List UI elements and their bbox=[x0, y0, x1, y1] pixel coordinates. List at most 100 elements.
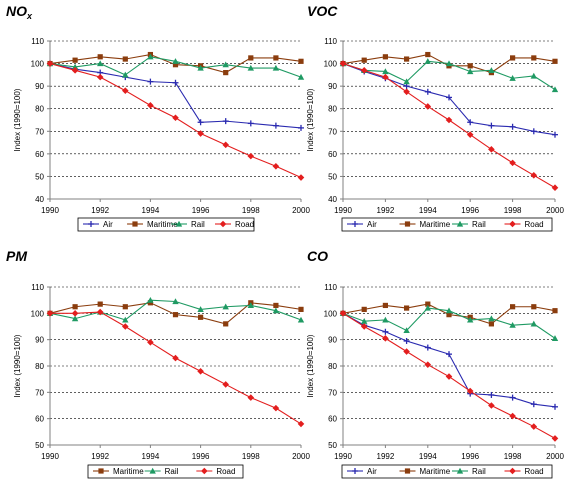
data-point bbox=[222, 118, 229, 125]
data-point bbox=[339, 60, 347, 67]
data-point bbox=[122, 304, 128, 310]
data-point bbox=[530, 401, 537, 408]
legend-label: Road bbox=[525, 467, 544, 476]
chart-panel-4: CO 50 60 70 80 90 100 110 1990 1992 1994 1996 1998 20… bbox=[306, 248, 564, 479]
data-point bbox=[222, 141, 229, 149]
data-point bbox=[147, 339, 154, 346]
data-point bbox=[361, 57, 367, 63]
chart-title: VOC bbox=[307, 3, 338, 19]
chart-title: PM bbox=[6, 248, 27, 264]
legend-marker bbox=[456, 467, 464, 474]
data-point bbox=[445, 307, 453, 314]
legend-marker bbox=[456, 220, 464, 227]
data-point bbox=[551, 184, 559, 192]
legend: Air Maritime Rail Road bbox=[341, 464, 553, 479]
legend: Maritime Rail Road bbox=[87, 464, 244, 479]
data-point bbox=[247, 394, 255, 401]
x-tick-label: 1996 bbox=[192, 452, 210, 461]
data-point bbox=[122, 71, 129, 78]
data-point bbox=[445, 373, 453, 380]
y-tick-label: 50 bbox=[35, 441, 44, 450]
legend-marker bbox=[98, 468, 104, 474]
data-point bbox=[147, 78, 154, 85]
legend-entry: Air bbox=[83, 220, 113, 229]
legend-label: Air bbox=[367, 220, 377, 229]
y-tick-label: 80 bbox=[35, 105, 44, 114]
data-point bbox=[446, 312, 452, 318]
data-point bbox=[71, 315, 79, 322]
data-point bbox=[509, 123, 516, 130]
data-point bbox=[172, 114, 179, 122]
x-tick-label: 1990 bbox=[334, 206, 352, 215]
legend-marker bbox=[404, 468, 411, 474]
data-point bbox=[96, 73, 104, 81]
legend-entry: Rail bbox=[452, 467, 486, 476]
data-point bbox=[46, 60, 54, 67]
legend-marker bbox=[88, 221, 94, 227]
y-tick-label: 60 bbox=[328, 150, 337, 159]
x-tick-label: 1998 bbox=[504, 452, 522, 461]
y-tick-label: 80 bbox=[328, 105, 337, 114]
data-point bbox=[488, 146, 495, 153]
y-tick-label: 70 bbox=[328, 127, 337, 136]
series-road bbox=[339, 310, 559, 442]
data-point bbox=[272, 162, 280, 170]
data-point bbox=[197, 130, 204, 137]
data-point bbox=[404, 305, 410, 311]
data-point bbox=[530, 320, 537, 327]
data-point bbox=[530, 172, 538, 179]
data-point bbox=[360, 67, 368, 74]
series-line bbox=[342, 312, 556, 408]
series-maritime bbox=[47, 300, 304, 327]
data-point bbox=[425, 51, 431, 58]
legend-label: Rail bbox=[191, 220, 205, 229]
series-road bbox=[46, 308, 305, 428]
y-tick-label: 80 bbox=[328, 362, 337, 371]
x-tick-label: 1994 bbox=[142, 452, 160, 461]
y-tick-label: 110 bbox=[324, 37, 337, 46]
data-point bbox=[339, 310, 347, 317]
y-tick-label: 60 bbox=[35, 415, 44, 424]
y-tick-label: 50 bbox=[328, 172, 337, 181]
data-point bbox=[360, 323, 368, 330]
data-point bbox=[71, 67, 79, 74]
x-tick-label: 2000 bbox=[546, 452, 564, 461]
x-tick-label: 2000 bbox=[546, 206, 564, 215]
data-point bbox=[488, 402, 495, 409]
data-point bbox=[297, 316, 305, 323]
legend-entry: Rail bbox=[144, 467, 179, 476]
data-point bbox=[273, 55, 279, 61]
series-air bbox=[340, 60, 558, 138]
y-tick-label: 70 bbox=[328, 388, 337, 397]
data-point bbox=[197, 64, 204, 71]
data-point bbox=[424, 361, 432, 368]
data-point bbox=[445, 60, 453, 67]
data-point bbox=[172, 62, 179, 68]
data-point bbox=[272, 122, 279, 129]
data-point bbox=[403, 337, 410, 344]
legend-label: Road bbox=[216, 467, 235, 476]
data-point bbox=[298, 306, 304, 312]
data-point bbox=[530, 72, 537, 79]
data-point bbox=[403, 327, 410, 334]
legend-label: Rail bbox=[472, 220, 486, 229]
data-point bbox=[96, 308, 104, 316]
data-point bbox=[424, 103, 432, 110]
data-point bbox=[382, 73, 389, 81]
y-tick-label: 110 bbox=[31, 283, 44, 292]
data-point bbox=[46, 310, 54, 317]
y-axis-label: Index (1990=100) bbox=[13, 334, 22, 397]
series-rail bbox=[46, 53, 305, 80]
data-point bbox=[467, 63, 473, 69]
data-point bbox=[272, 307, 280, 314]
data-point bbox=[509, 159, 516, 167]
x-tick-label: 1998 bbox=[504, 206, 522, 215]
data-point bbox=[382, 302, 388, 309]
y-tick-label: 90 bbox=[35, 336, 44, 345]
legend-label: Maritime bbox=[420, 467, 451, 476]
y-tick-label: 40 bbox=[328, 195, 337, 204]
y-tick-label: 100 bbox=[324, 60, 338, 69]
legend: Air Maritime Rail Road bbox=[341, 217, 553, 232]
data-point bbox=[297, 174, 305, 181]
